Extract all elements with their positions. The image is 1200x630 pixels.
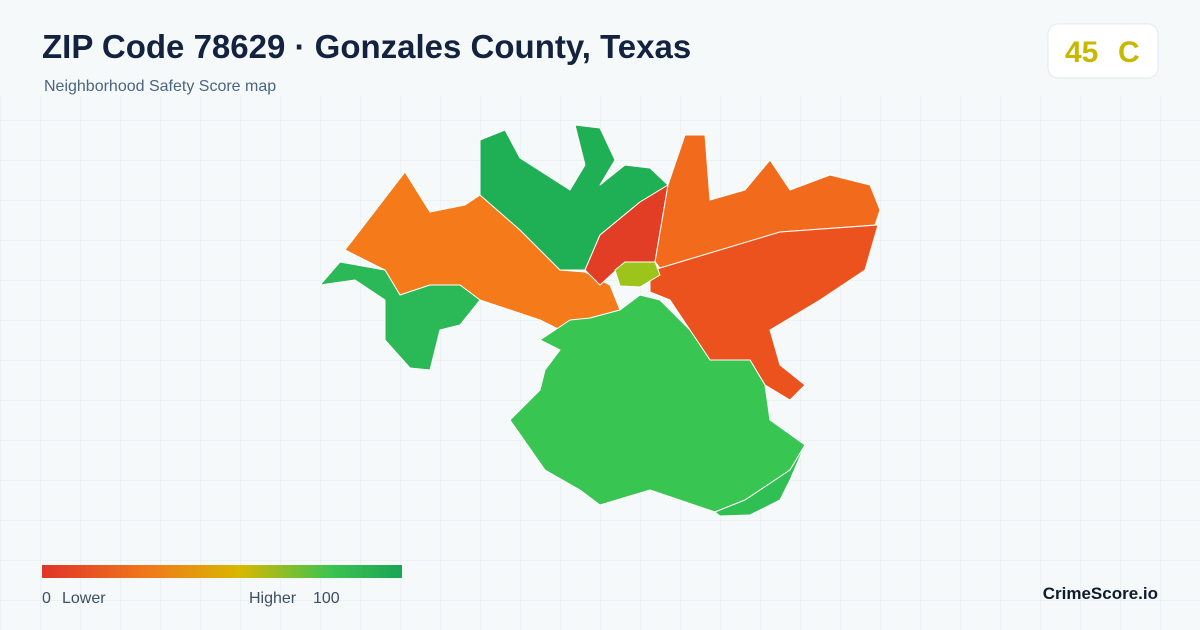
title: ZIP Code 78629 · Gonzales County, Texas	[42, 28, 691, 65]
region	[319, 261, 481, 371]
legend-min-label: Lower	[62, 590, 106, 607]
region	[714, 444, 806, 517]
score-value: 45	[1065, 36, 1098, 69]
subtitle: Neighborhood Safety Score map	[44, 78, 276, 95]
legend-max: 100	[313, 590, 340, 607]
region	[649, 224, 879, 401]
legend-max-label: Higher	[249, 590, 297, 607]
map	[319, 124, 881, 517]
region	[614, 261, 661, 288]
score-badge	[1047, 23, 1159, 79]
legend-min: 0	[42, 590, 51, 607]
brand: CrimeScore.io	[1043, 584, 1158, 603]
score-grade: C	[1118, 36, 1140, 69]
legend-bar	[42, 565, 402, 578]
